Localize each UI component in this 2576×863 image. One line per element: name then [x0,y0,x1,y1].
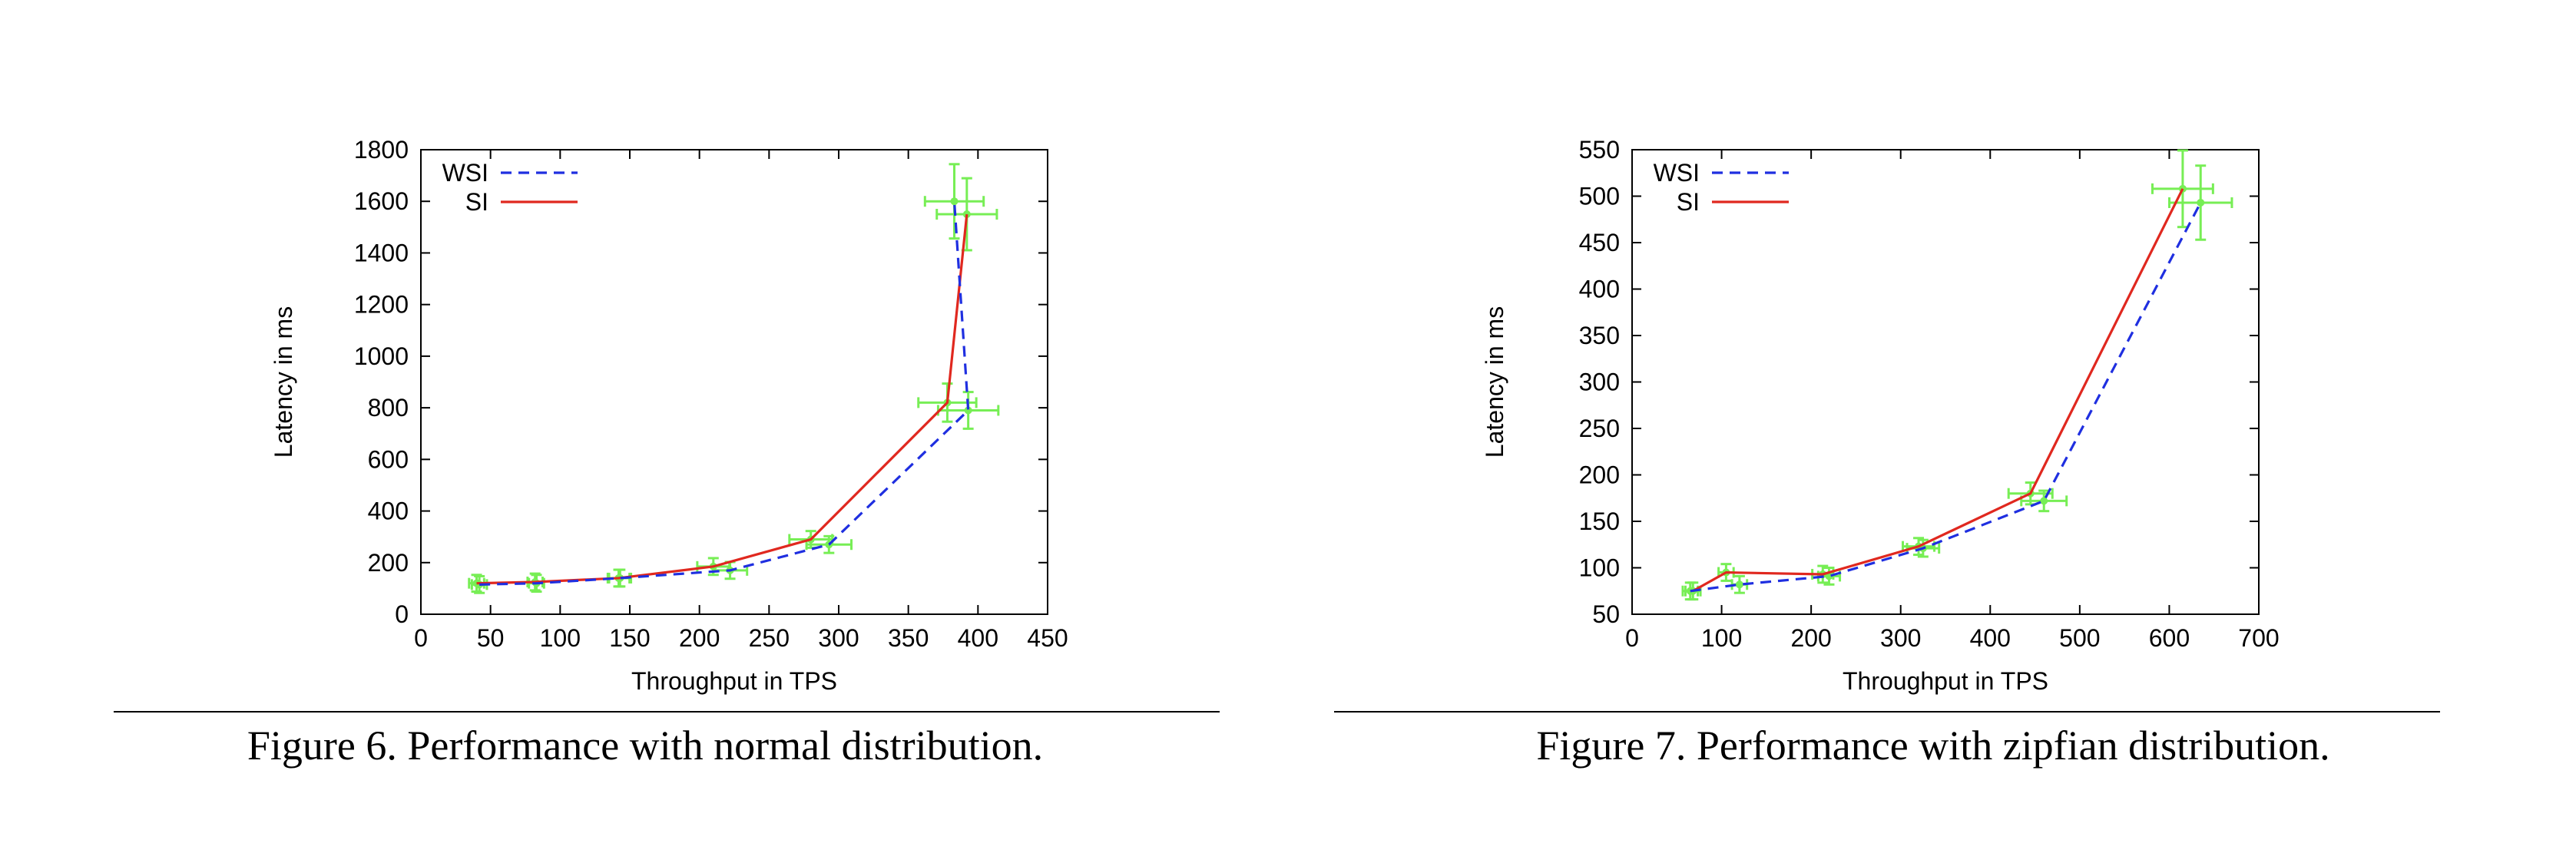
x-tick-label: 0 [414,624,428,652]
figure-caption: Figure 7. Performance with zipfian distr… [1536,722,2330,769]
figure-7: 0 100 200 300 400 500 600 700 50 100 150 200 250 300 3… [1288,0,2576,863]
x-axis-label: Throughput in TPS [631,667,837,695]
x-tick-label: 100 [1701,624,1742,652]
legend-label: SI [465,188,488,216]
x-tick-label: 200 [1790,624,1831,652]
y-tick-label: 200 [368,549,409,577]
data-point [1735,580,1743,589]
y-tick-label: 350 [1579,322,1620,349]
y-axis-label: Latency in ms [1481,306,1508,458]
x-tick-label: 400 [958,624,998,652]
series-line-wsi [1690,202,2202,593]
data-point [2040,497,2048,505]
y-tick-label: 300 [1579,369,1620,396]
y-tick-label: 500 [1579,183,1620,210]
figure-caption: Figure 6. Performance with normal distri… [247,722,1044,769]
caption-rule [114,711,1220,713]
y-tick-label: 550 [1579,136,1620,164]
y-tick-label: 1600 [354,187,409,215]
y-tick-label: 1000 [354,342,409,370]
series-line-si [476,213,968,585]
x-tick-label: 100 [540,624,581,652]
figure-6: 0 50 100 150 200 250 300 350 400 450 0 200 400 600 800… [114,136,1220,769]
legend-label: SI [1677,188,1700,216]
y-tick-label: 400 [368,498,409,525]
y-tick-label: 400 [1579,276,1620,303]
y-tick-label: 50 [1592,600,1620,628]
legend-label: WSI [1654,159,1700,187]
x-tick-label: 350 [888,624,929,652]
y-tick-label: 100 [1579,554,1620,582]
data-point [964,406,972,415]
chart-figure-7: 0 100 200 300 400 500 600 700 50 100 150 200 250 300 3… [1481,136,2280,695]
x-tick-label: 0 [1625,624,1639,652]
x-tick-label: 300 [818,624,859,652]
series-line-si [1692,188,2184,593]
legend-label: WSI [442,159,488,187]
x-tick-label: 250 [749,624,790,652]
chart-figure-6: 0 50 100 150 200 250 300 350 400 450 0 200 400 600 800… [270,136,1068,695]
y-tick-label: 600 [368,445,409,473]
y-tick-label: 0 [395,600,409,628]
y-tick-label: 1200 [354,291,409,319]
x-tick-label: 300 [1880,624,1921,652]
y-tick-label: 200 [1579,461,1620,489]
y-tick-label: 250 [1579,415,1620,442]
y-tick-label: 450 [1579,229,1620,256]
y-tick-label: 150 [1579,508,1620,535]
x-tick-label: 50 [477,624,505,652]
plot-frame [420,149,1048,615]
x-tick-label: 600 [2149,624,2190,652]
series-line-wsi [479,201,970,586]
data-point [950,197,959,206]
y-tick-label: 800 [368,394,409,422]
x-tick-label: 150 [609,624,650,652]
x-tick-label: 400 [1970,624,2011,652]
x-axis-label: Throughput in TPS [1843,667,2048,695]
y-tick-label: 1800 [354,136,409,164]
data-point [2197,198,2205,207]
y-tick-label: 1400 [354,239,409,266]
x-tick-label: 200 [679,624,720,652]
caption-rule [1334,711,2440,713]
x-tick-label: 700 [2238,624,2279,652]
plot-frame [1631,149,2260,615]
x-tick-label: 450 [1027,624,1068,652]
y-axis-label: Latency in ms [270,306,297,458]
x-tick-label: 500 [2059,624,2100,652]
